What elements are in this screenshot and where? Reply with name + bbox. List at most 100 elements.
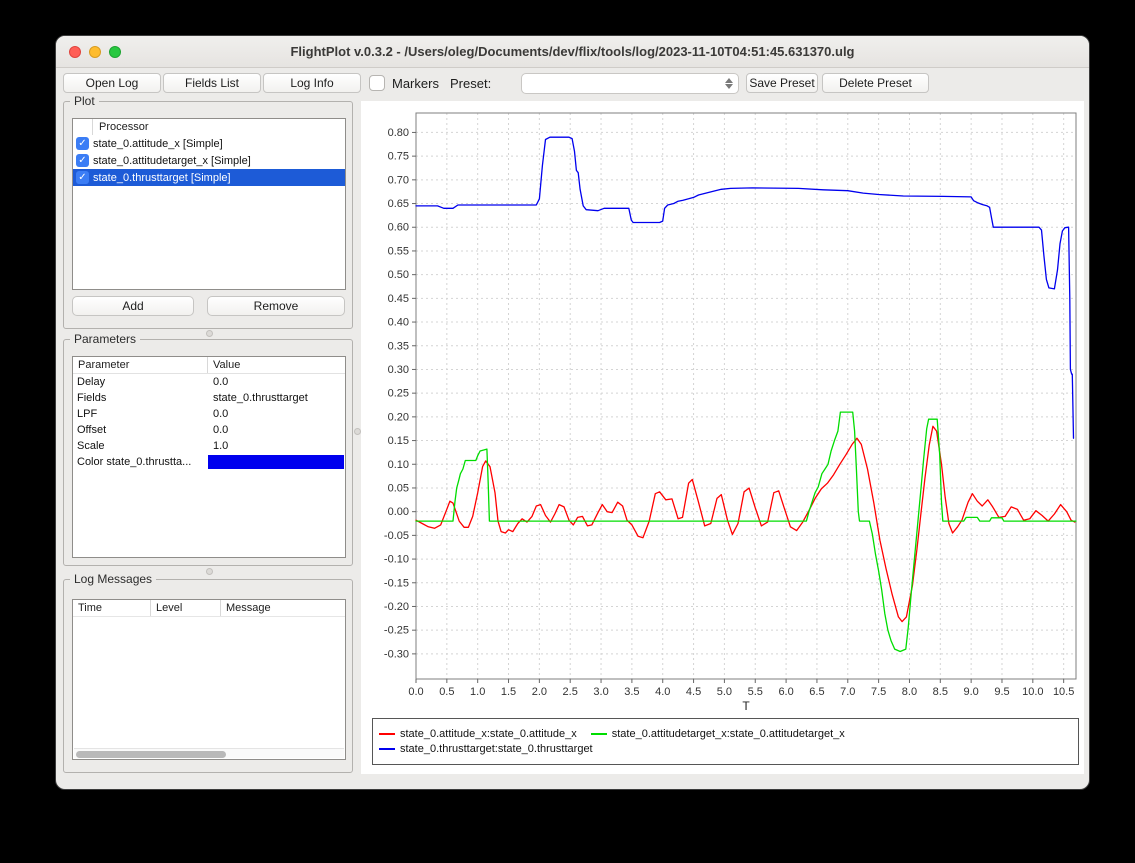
time-column-header: Time (73, 600, 151, 616)
fields-list-button[interactable]: Fields List (163, 73, 261, 93)
parameters-table-header: Parameter Value (73, 357, 345, 374)
x-tick-label: 6.0 (778, 686, 793, 698)
row-checkbox[interactable]: ✓ (76, 154, 89, 167)
series-line (415, 425, 1076, 623)
parameter-row[interactable]: Scale 1.0 (73, 438, 345, 454)
traffic-lights (69, 46, 121, 58)
x-tick-label: 8.5 (933, 686, 948, 698)
split-handle-icon[interactable] (206, 568, 213, 575)
y-tick-label: 0.50 (388, 269, 409, 281)
parameter-value: 0.0 (213, 376, 229, 388)
legend-label: state_0.thrusttarget:state_0.thrusttarge… (400, 743, 593, 755)
delete-preset-button[interactable]: Delete Preset (822, 73, 929, 93)
processor-row[interactable]: ✓ state_0.attitude_x [Simple] (73, 135, 345, 152)
row-checkbox[interactable]: ✓ (76, 171, 89, 184)
open-log-button[interactable]: Open Log (63, 73, 161, 93)
parameter-value: 0.0 (213, 408, 229, 420)
parameters-group-title: Parameters (70, 332, 141, 346)
processor-row-label: state_0.attitude_x [Simple] (93, 137, 223, 150)
processor-list-header: Processor (73, 119, 345, 135)
preset-combobox[interactable] (521, 73, 739, 94)
processor-row[interactable]: ✓ state_0.thrusttarget [Simple] (73, 169, 345, 186)
log-table-header: Time Level Message (73, 600, 345, 617)
x-tick-label: 7.5 (871, 686, 886, 698)
parameter-row[interactable]: Delay 0.0 (73, 374, 345, 390)
flight-chart[interactable]: 0.80 0.75 0.70 0.65 0.60 0.55 0.50 0.45 0.40 0.35… (361, 101, 1084, 713)
parameter-row[interactable]: LPF 0.0 (73, 406, 345, 422)
processor-row-label: state_0.thrusttarget [Simple] (93, 171, 231, 184)
combo-stepper-icon (722, 76, 735, 91)
y-tick-label: -0.20 (384, 601, 409, 613)
parameter-row[interactable]: Offset 0.0 (73, 422, 345, 438)
x-tick-label: 0.0 (408, 686, 423, 698)
message-column-header: Message (226, 602, 271, 614)
processor-row[interactable]: ✓ state_0.attitudetarget_x [Simple] (73, 152, 345, 169)
y-tick-label: 0.10 (388, 459, 409, 471)
window-title: FlightPlot v.0.3.2 - /Users/oleg/Documen… (290, 44, 855, 59)
x-tick-label: 10.0 (1022, 686, 1043, 698)
y-tick-label: 0.80 (388, 127, 409, 139)
legend-item: state_0.attitudetarget_x:state_0.attitud… (590, 728, 845, 740)
x-tick-label: 5.5 (748, 686, 763, 698)
parameter-value: 0.0 (213, 424, 229, 436)
y-tick-label: 0.35 (388, 340, 409, 352)
x-tick-label: 10.5 (1053, 686, 1074, 698)
markers-label: Markers (392, 76, 439, 91)
parameters-group: Parameters Parameter Value Delay 0.0 Field… (63, 332, 353, 566)
horizontal-scrollbar[interactable] (74, 748, 344, 758)
log-info-button[interactable]: Log Info (263, 73, 361, 93)
close-button[interactable] (69, 46, 81, 58)
zoom-button[interactable] (109, 46, 121, 58)
parameter-name: Delay (77, 376, 106, 388)
plot-group: Plot Processor ✓ state_0.attitude_x [Simp… (63, 94, 353, 329)
split-handle-icon[interactable] (206, 330, 213, 337)
plot-area-border[interactable] (415, 112, 1077, 680)
y-tick-label: -0.15 (384, 577, 409, 589)
scrollbar-thumb[interactable] (76, 751, 226, 758)
x-tick-label: 0.5 (439, 686, 454, 698)
checkbox-column-header (73, 119, 93, 135)
x-tick-label: 9.5 (994, 686, 1009, 698)
processor-list[interactable]: Processor ✓ state_0.attitude_x [Simple] ✓ s… (72, 118, 346, 290)
vertical-split-handle-icon[interactable] (354, 428, 361, 435)
y-tick-label: 0.20 (388, 411, 409, 423)
y-tick-label: 0.30 (388, 364, 409, 376)
x-tick-label: 5.0 (717, 686, 732, 698)
y-tick-label: 0.05 (388, 482, 409, 494)
parameter-row[interactable]: Color state_0.thrustta... (73, 454, 345, 470)
preset-label: Preset: (450, 76, 492, 91)
processor-column-header: Processor (99, 121, 149, 133)
color-swatch[interactable] (208, 455, 344, 469)
row-checkbox[interactable]: ✓ (76, 137, 89, 150)
parameter-name: Fields (77, 392, 107, 404)
parameter-name: Offset (77, 424, 107, 436)
parameters-table[interactable]: Parameter Value Delay 0.0 Fields state_0.th… (72, 356, 346, 558)
legend-label: state_0.attitudetarget_x:state_0.attitud… (611, 728, 845, 740)
log-messages-group: Log Messages Time Level Message (63, 572, 353, 773)
add-button[interactable]: Add (72, 296, 194, 316)
parameter-row[interactable]: Fields state_0.thrusttarget (73, 390, 345, 406)
remove-button[interactable]: Remove (207, 296, 345, 316)
markers-checkbox[interactable] (369, 75, 385, 91)
y-tick-label: 0.60 (388, 222, 409, 234)
processor-row-label: state_0.attitudetarget_x [Simple] (93, 154, 251, 167)
y-tick-label: 0.15 (388, 435, 409, 447)
series-line (415, 411, 1077, 653)
plot-group-title: Plot (70, 94, 99, 108)
app-window: FlightPlot v.0.3.2 - /Users/oleg/Documen… (55, 35, 1090, 790)
y-tick-label: 0.75 (388, 151, 409, 163)
x-tick-label: 1.5 (501, 686, 516, 698)
minimize-button[interactable] (89, 46, 101, 58)
save-preset-button[interactable]: Save Preset (746, 73, 818, 93)
title-bar[interactable]: FlightPlot v.0.3.2 - /Users/oleg/Documen… (56, 36, 1089, 68)
y-tick-label: 0.00 (388, 506, 409, 518)
legend-item: state_0.attitude_x:state_0.attitude_x (379, 728, 577, 740)
x-tick-label: 6.5 (809, 686, 824, 698)
legend-item: state_0.thrusttarget:state_0.thrusttarge… (379, 743, 593, 755)
parameter-column-header: Parameter (73, 357, 208, 373)
parameter-name: Scale (77, 440, 105, 452)
legend-label: state_0.attitude_x:state_0.attitude_x (400, 728, 577, 740)
parameter-name: Color state_0.thrustta... (77, 456, 192, 468)
y-tick-label: 0.25 (388, 388, 409, 400)
log-messages-table[interactable]: Time Level Message (72, 599, 346, 760)
